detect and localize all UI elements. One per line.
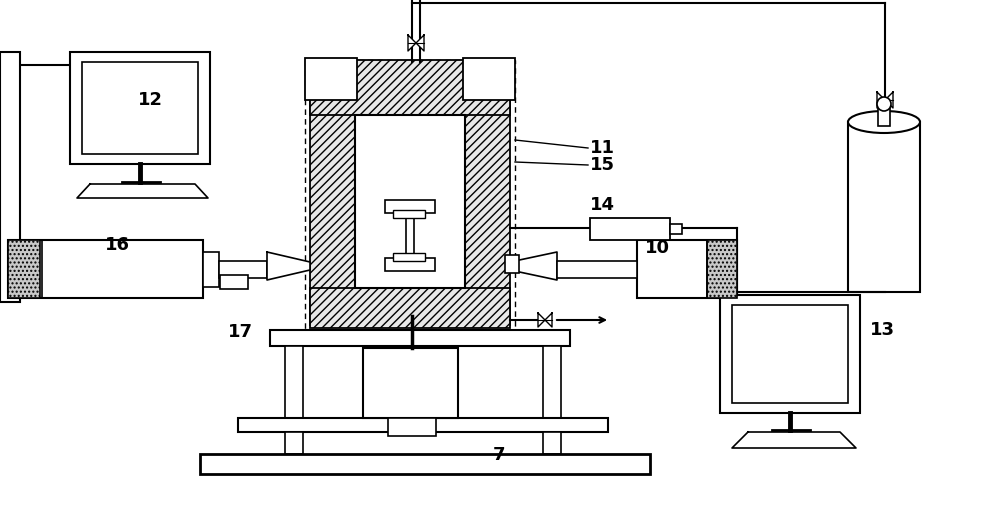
Bar xyxy=(670,224,682,234)
Text: 7: 7 xyxy=(493,446,506,464)
Bar xyxy=(310,80,355,325)
Bar xyxy=(543,346,561,418)
Bar xyxy=(363,348,458,418)
Bar xyxy=(203,252,219,287)
Bar xyxy=(637,240,737,298)
Bar xyxy=(878,104,890,126)
Text: 13: 13 xyxy=(870,321,895,339)
Bar xyxy=(557,261,637,278)
Bar xyxy=(200,454,650,474)
Bar xyxy=(463,58,515,100)
Bar xyxy=(285,346,303,418)
Text: 16: 16 xyxy=(105,236,130,254)
Polygon shape xyxy=(510,252,557,280)
Bar xyxy=(393,210,425,218)
Bar xyxy=(385,258,435,271)
Polygon shape xyxy=(408,35,416,51)
Polygon shape xyxy=(267,252,310,280)
Bar xyxy=(310,288,510,328)
Bar xyxy=(590,218,670,240)
Bar xyxy=(388,418,436,436)
Circle shape xyxy=(877,97,891,111)
Polygon shape xyxy=(77,184,208,198)
Bar xyxy=(707,240,737,298)
Bar xyxy=(82,62,198,154)
Bar xyxy=(0,52,20,302)
Bar xyxy=(285,432,303,454)
Bar xyxy=(732,305,848,403)
Bar xyxy=(8,240,203,298)
Text: 10: 10 xyxy=(645,239,670,257)
Text: 17: 17 xyxy=(228,323,253,341)
Bar xyxy=(310,60,510,115)
Text: 15: 15 xyxy=(590,156,615,174)
Polygon shape xyxy=(885,92,893,108)
Bar xyxy=(848,122,920,292)
Text: 12: 12 xyxy=(138,91,163,109)
Bar xyxy=(220,275,248,289)
Text: 11: 11 xyxy=(590,139,615,157)
Polygon shape xyxy=(877,92,885,108)
Bar xyxy=(385,200,435,213)
Bar xyxy=(8,240,40,298)
Polygon shape xyxy=(545,313,552,327)
Bar xyxy=(355,115,465,288)
Bar xyxy=(70,52,210,164)
Polygon shape xyxy=(416,35,424,51)
Polygon shape xyxy=(538,313,545,327)
Bar xyxy=(393,253,425,261)
Bar xyxy=(219,261,267,278)
Bar xyxy=(305,58,357,100)
Bar xyxy=(720,295,860,413)
Bar xyxy=(305,60,515,330)
Bar xyxy=(543,432,561,454)
Polygon shape xyxy=(732,432,856,448)
Bar xyxy=(406,213,414,258)
Bar xyxy=(238,418,608,432)
Bar xyxy=(270,330,570,346)
Bar xyxy=(465,80,510,325)
Ellipse shape xyxy=(848,111,920,133)
Text: 14: 14 xyxy=(590,196,615,214)
Bar xyxy=(505,255,519,273)
